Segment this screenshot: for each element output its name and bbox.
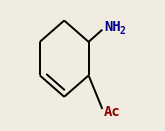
- Text: NH: NH: [104, 20, 121, 34]
- Text: Ac: Ac: [104, 105, 121, 119]
- Text: 2: 2: [120, 26, 126, 36]
